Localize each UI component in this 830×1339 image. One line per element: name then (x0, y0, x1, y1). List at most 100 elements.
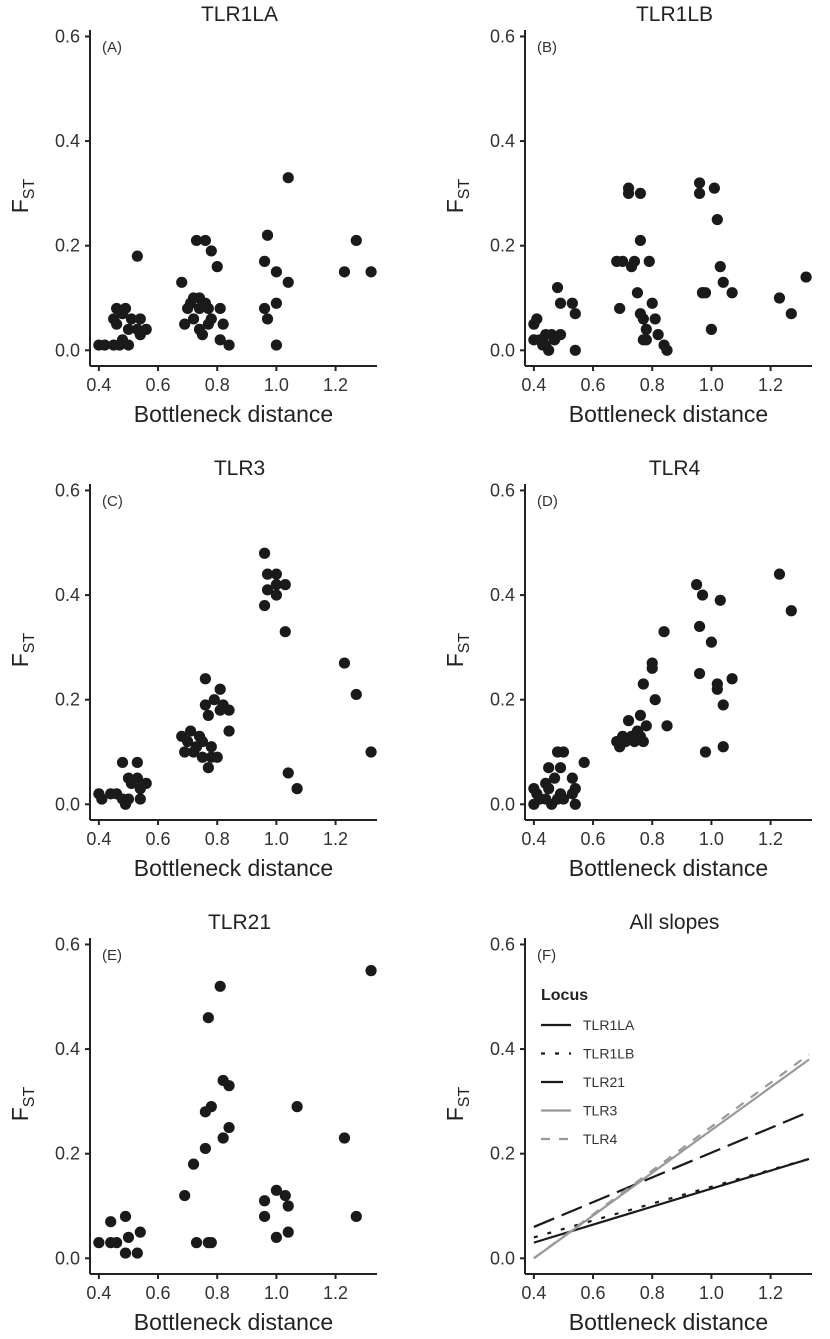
data-point (119, 302, 132, 315)
data-point (270, 339, 283, 351)
data-point (223, 704, 235, 716)
data-point (208, 694, 220, 706)
data-point (726, 287, 738, 299)
data-point (282, 276, 294, 288)
y-tick-label: 0.2 (490, 236, 515, 256)
data-point (190, 1237, 203, 1249)
data-point (646, 662, 658, 674)
data-point (548, 772, 561, 784)
data-point (270, 579, 283, 591)
data-point (691, 579, 703, 591)
panel-6: All slopes (F) 0.0 0.2 0.4 0.6 0.4 0.6 0.8 1.0 1.2… (442, 911, 812, 1335)
data-point (637, 313, 649, 325)
data-point (140, 777, 152, 789)
data-point (179, 1189, 191, 1202)
data-point (658, 626, 670, 638)
data-point (196, 329, 209, 341)
panel-5: TLR21 (E) 0.0 0.2 0.4 0.6 0.4 0.6 0.8 1.0 1.2 Bottl… (7, 911, 377, 1335)
panel-1: TLR1LA (A) 0.0 0.2 0.4 0.6 0.4 0.6 0.8 1.0 1.2 Bott… (7, 3, 377, 427)
data-point (693, 667, 706, 680)
data-point (640, 334, 652, 346)
data-point (566, 297, 578, 309)
data-point (131, 772, 143, 784)
y-axis-label: FST (442, 633, 473, 668)
data-point (637, 735, 649, 748)
y-tick-label: 0.6 (490, 934, 515, 954)
x-axis-label: Bottleneck distance (569, 1309, 768, 1335)
data-point (223, 1121, 235, 1134)
x-tick-label: 0.6 (581, 829, 606, 849)
x-tick-label: 0.6 (146, 829, 171, 849)
data-point (578, 756, 590, 769)
data-point (261, 313, 274, 325)
x-tick-label: 0.4 (86, 375, 111, 395)
data-point (282, 1226, 294, 1238)
data-point (111, 1237, 123, 1249)
x-tick-label: 1.2 (323, 1283, 348, 1303)
data-point (122, 1231, 135, 1243)
data-point (122, 323, 135, 335)
data-point (223, 725, 235, 737)
y-tick-label: 0.6 (490, 480, 515, 500)
x-tick-label: 0.6 (146, 1283, 171, 1303)
data-point (205, 313, 217, 325)
slope-line-tlr21 (533, 1110, 810, 1228)
data-point (785, 605, 797, 617)
x-tick-label: 1.2 (323, 829, 348, 849)
panel-title: TLR3 (214, 457, 265, 480)
data-point (199, 234, 211, 247)
y-tick-label: 0.6 (55, 26, 80, 46)
data-point (699, 287, 712, 299)
data-point (122, 339, 135, 351)
data-point (179, 318, 191, 330)
data-point (622, 187, 635, 199)
y-tick-label: 0.4 (490, 131, 515, 151)
data-point (182, 735, 194, 748)
x-tick-label: 0.4 (521, 829, 546, 849)
y-tick-label: 0.6 (55, 480, 80, 500)
data-point (282, 172, 294, 184)
data-point (634, 187, 646, 199)
x-tick-label: 0.4 (521, 375, 546, 395)
data-point (202, 762, 214, 774)
data-point (211, 261, 223, 273)
x-tick-label: 1.0 (264, 1283, 289, 1303)
legend-label: TLR1LA (583, 1017, 635, 1033)
data-point (258, 547, 271, 559)
data-point (365, 746, 377, 758)
legend: Locus TLR1LA TLR1LB TLR21 TLR3 TLR4 (541, 987, 635, 1147)
data-point (270, 1184, 283, 1196)
data-point (205, 1101, 217, 1113)
x-tick-label: 0.8 (640, 829, 665, 849)
data-point (554, 297, 567, 309)
data-point (646, 297, 658, 309)
legend-label: TLR21 (583, 1074, 625, 1090)
data-point (637, 678, 649, 690)
data-point (258, 302, 271, 315)
x-tick-label: 1.2 (758, 829, 783, 849)
y-tick-label: 0.4 (490, 585, 515, 605)
data-point (116, 756, 129, 769)
data-point (350, 234, 362, 247)
data-point (350, 688, 362, 701)
data-point (202, 302, 214, 315)
legend-label: TLR4 (583, 1131, 617, 1147)
slope-line-tlr1lb (533, 1157, 810, 1239)
x-tick-label: 0.8 (205, 1283, 230, 1303)
panel-4: TLR4 (D) 0.0 0.2 0.4 0.6 0.4 0.6 0.8 1.0 1.2 Bottle… (442, 457, 812, 881)
y-axis-label: FST (7, 179, 38, 214)
data-point (258, 1195, 271, 1207)
data-point (569, 798, 581, 810)
data-point (111, 318, 123, 330)
y-axis-label: FST (7, 633, 38, 668)
data-point (365, 965, 377, 977)
data-point (187, 1158, 200, 1170)
y-tick-label: 0.4 (55, 1039, 80, 1059)
y-tick-label: 0.0 (490, 340, 515, 360)
data-point (202, 709, 214, 721)
data-point (338, 657, 351, 669)
x-axis-label: Bottleneck distance (569, 855, 768, 881)
data-point (652, 329, 664, 341)
x-axis-label: Bottleneck distance (134, 855, 333, 881)
data-point (261, 229, 274, 241)
